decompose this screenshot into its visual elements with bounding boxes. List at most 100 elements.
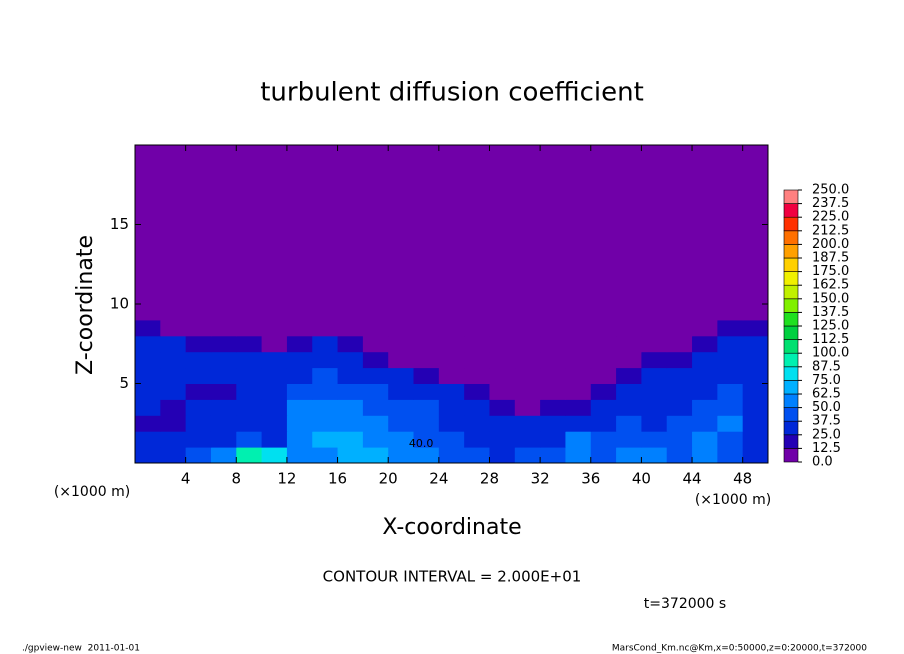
- colorbar-box: [783, 352, 799, 368]
- cell: [590, 415, 617, 432]
- cell: [210, 447, 237, 464]
- colorbar-box: [783, 407, 799, 422]
- cell: [438, 447, 465, 464]
- colorbar-box: [783, 298, 799, 313]
- colorbar-box: [783, 284, 799, 300]
- cell: [540, 431, 566, 448]
- cell: [135, 351, 161, 369]
- cell: [413, 447, 440, 464]
- cell: [388, 431, 415, 448]
- chart-title: turbulent diffusion coefficient: [260, 78, 644, 108]
- cell: [616, 399, 642, 416]
- cell: [514, 319, 541, 337]
- cell: [692, 335, 718, 353]
- cell: [286, 415, 313, 432]
- cell: [210, 351, 237, 369]
- colorbar-label: 112.5: [812, 332, 849, 347]
- cell: [616, 415, 642, 432]
- cell: [261, 335, 288, 353]
- cell: [185, 319, 212, 337]
- x-tick-label: 16: [328, 470, 347, 488]
- colorbar-label: 50.0: [812, 400, 841, 415]
- cell: [362, 319, 389, 337]
- cell: [185, 351, 212, 369]
- cell: [236, 351, 263, 369]
- cell: [641, 399, 668, 416]
- cell: [236, 319, 263, 337]
- cell: [362, 351, 389, 369]
- cell: [717, 367, 744, 384]
- cell: [692, 383, 718, 400]
- cell: [717, 431, 744, 448]
- cell: [641, 319, 668, 337]
- cell: [312, 351, 339, 369]
- cell: [135, 335, 161, 353]
- cell: [514, 383, 541, 400]
- cell: [666, 335, 693, 353]
- colorbar-label: 237.5: [812, 196, 849, 211]
- cell: [236, 399, 263, 416]
- cell: [616, 431, 642, 448]
- footer-right: MarsCond_Km.nc@Km,x=0:50000,z=0:20000,t=…: [612, 644, 867, 654]
- cell: [312, 447, 339, 464]
- colorbar-label: 200.0: [812, 237, 849, 252]
- colorbar-label: 150.0: [812, 291, 849, 306]
- cell: [312, 367, 339, 384]
- cell: [464, 415, 490, 432]
- cell: [540, 319, 566, 337]
- cell: [742, 335, 769, 353]
- colorbar-box: [783, 434, 799, 449]
- cell: [438, 431, 465, 448]
- cell: [210, 319, 237, 337]
- cell: [362, 367, 389, 384]
- cell: [742, 351, 769, 369]
- cell: [464, 335, 490, 353]
- colorbar-label: 225.0: [812, 210, 849, 225]
- cell: [236, 431, 263, 448]
- cell: [565, 367, 592, 384]
- cell: [236, 367, 263, 384]
- cell: [185, 415, 212, 432]
- x-tick-label: 8: [232, 470, 242, 488]
- cell: [692, 351, 718, 369]
- cell: [362, 383, 389, 400]
- cell: [641, 335, 668, 353]
- cell: [337, 415, 364, 432]
- cell: [692, 415, 718, 432]
- cell: [464, 319, 490, 337]
- x-axis-label: X-coordinate: [382, 515, 521, 540]
- cell: [692, 367, 718, 384]
- cell: [438, 383, 465, 400]
- cell: [362, 335, 389, 353]
- cell: [160, 319, 187, 337]
- cell: [438, 145, 465, 321]
- cell: [590, 145, 617, 321]
- cell: [590, 383, 617, 400]
- colorbar-label: 212.5: [812, 223, 849, 238]
- cell: [337, 319, 364, 337]
- cell: [489, 351, 516, 369]
- cell: [261, 351, 288, 369]
- cell: [261, 367, 288, 384]
- cell: [666, 399, 693, 416]
- cell: [514, 335, 541, 353]
- cell: [236, 447, 263, 464]
- y-tick-label: 10: [110, 295, 129, 313]
- cell: [362, 399, 389, 416]
- cell: [286, 335, 313, 353]
- cell: [464, 399, 490, 416]
- cell: [312, 415, 339, 432]
- cell: [666, 415, 693, 432]
- cell: [666, 367, 693, 384]
- cell: [590, 351, 617, 369]
- cell: [286, 399, 313, 416]
- cell: [438, 415, 465, 432]
- colorbar-label: 75.0: [812, 373, 841, 388]
- cell: [590, 367, 617, 384]
- cell: [312, 383, 339, 400]
- cell: [286, 447, 313, 464]
- cell: [135, 383, 161, 400]
- cell: [616, 447, 642, 464]
- cell: [413, 383, 440, 400]
- cell: [261, 145, 288, 321]
